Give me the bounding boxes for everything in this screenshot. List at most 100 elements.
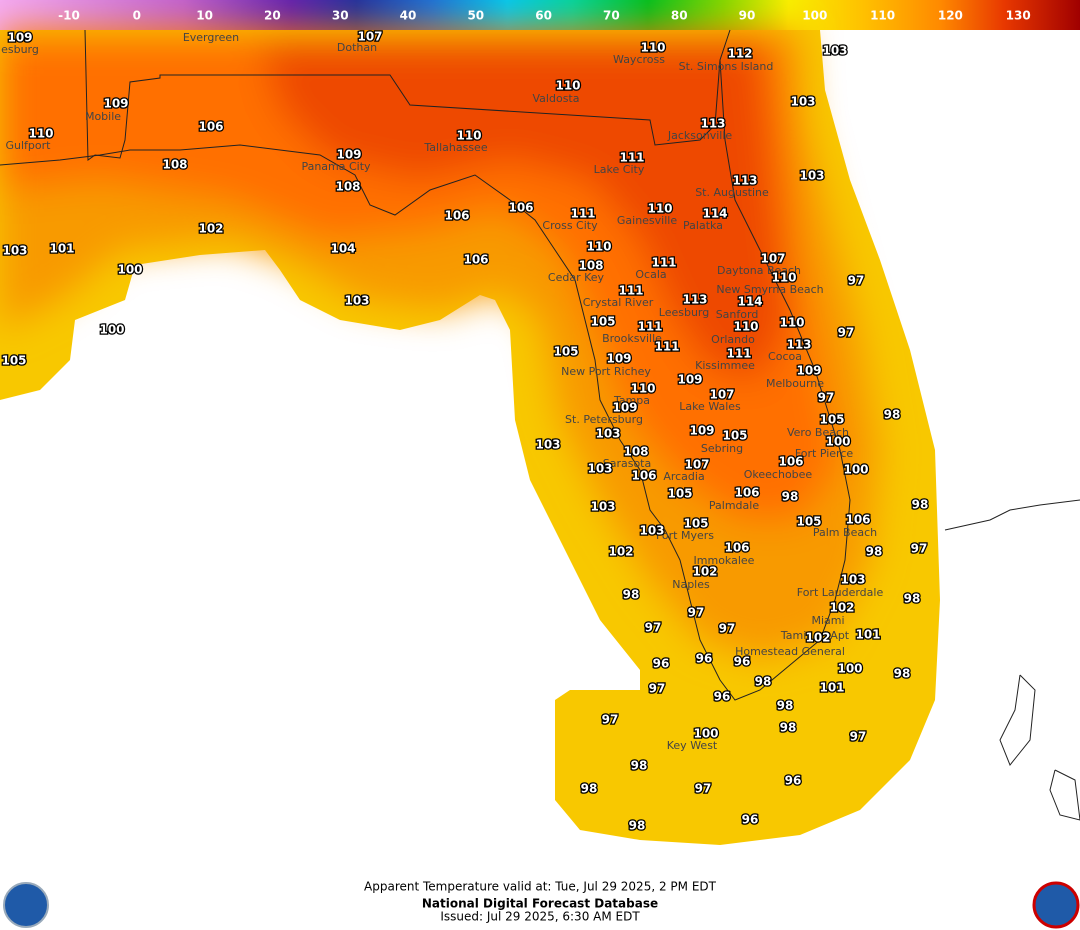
temperature-label: 100	[99, 323, 124, 337]
city-label: Evergreen	[183, 31, 239, 44]
colorbar-label: 100	[802, 9, 827, 23]
city-label: Sebring	[701, 442, 743, 455]
temperature-label: 98	[623, 588, 640, 602]
temperature-label: 100	[825, 435, 850, 449]
city-label: Daytona Beach	[717, 264, 801, 277]
temperature-label: 100	[837, 662, 862, 676]
temperature-label: 102	[829, 601, 854, 615]
temperature-label: 98	[629, 819, 646, 833]
temperature-label: 114	[737, 295, 762, 309]
city-label: Kissimmee	[695, 359, 755, 372]
city-label: Melbourne	[766, 377, 824, 390]
city-label: Okeechobee	[744, 468, 813, 481]
city-label: St. Petersburg	[565, 413, 643, 426]
temperature-label: 103	[344, 294, 369, 308]
temperature-label: 107	[684, 458, 709, 472]
temperature-label: 97	[850, 730, 867, 744]
city-label: Mobile	[85, 110, 121, 123]
city-label: Gainesville	[617, 214, 677, 227]
temperature-label: 114	[702, 207, 727, 221]
temperature-label: 103	[595, 427, 620, 441]
colorbar-label: 130	[1006, 9, 1031, 23]
city-label: Cross City	[542, 219, 598, 232]
city-label: Valdosta	[533, 92, 580, 105]
city-label: esburg	[1, 43, 39, 56]
city-label: Orlando	[711, 333, 755, 346]
temperature-label: 103	[535, 438, 560, 452]
temperature-label: 107	[357, 30, 382, 44]
temperature-label: 109	[689, 424, 714, 438]
city-label: Tamiami Apt	[780, 629, 850, 642]
temperature-label: 96	[653, 657, 670, 671]
temperature-label: 111	[619, 151, 644, 165]
temperature-label: 108	[623, 445, 648, 459]
city-label: Cocoa	[768, 350, 802, 363]
temperature-label: 106	[444, 209, 469, 223]
temperature-label: 97	[818, 391, 835, 405]
temperature-label: 111	[726, 347, 751, 361]
temperature-label: 96	[696, 652, 713, 666]
temperature-label: 98	[780, 721, 797, 735]
city-label: Homestead General	[735, 645, 845, 658]
temperature-label: 105	[819, 413, 844, 427]
colorbar-label: 70	[603, 9, 620, 23]
temperature-label: 105	[1, 354, 26, 368]
temperature-label: 97	[695, 782, 712, 796]
temperature-label: 96	[742, 813, 759, 827]
footer-valid: Apparent Temperature valid at: Tue, Jul …	[364, 880, 717, 894]
temperature-label: 110	[771, 271, 796, 285]
colorbar-label: 20	[264, 9, 281, 23]
city-label: Naples	[672, 578, 710, 591]
city-label: Palm Beach	[813, 526, 877, 539]
temperature-label: 105	[667, 487, 692, 501]
temperature-label: 109	[606, 352, 631, 366]
colorbar-label: 10	[196, 9, 213, 23]
city-label: St. Simons Island	[679, 60, 774, 73]
temperature-label: 106	[463, 253, 488, 267]
temperature-label: 110	[779, 316, 804, 330]
temperature-label: 97	[645, 621, 662, 635]
temperature-label: 108	[578, 259, 603, 273]
temperature-label: 110	[555, 79, 580, 93]
temperature-label: 98	[912, 498, 929, 512]
city-label: Brooksville	[602, 332, 662, 345]
temperature-label: 108	[162, 158, 187, 172]
temperature-label: 113	[682, 293, 707, 307]
city-label: Fort Myers	[656, 529, 714, 542]
city-label: Jacksonville	[667, 129, 733, 142]
temperature-label: 97	[688, 606, 705, 620]
colorbar-label: 60	[535, 9, 552, 23]
temperature-label: 96	[734, 655, 751, 669]
colorbar-label: 30	[332, 9, 349, 23]
temperature-label: 109	[336, 148, 361, 162]
temperature-label: 97	[848, 274, 865, 288]
temperature-label: 101	[855, 628, 880, 642]
temperature-label: 100	[693, 727, 718, 741]
colorbar-label: 80	[671, 9, 688, 23]
temperature-label: 105	[796, 515, 821, 529]
temperature-label: 110	[647, 202, 672, 216]
city-label: Fort Pierce	[795, 447, 854, 460]
heat-field	[0, 30, 940, 845]
temperature-label: 110	[586, 240, 611, 254]
temperature-label: 106	[724, 541, 749, 555]
temperature-label: 104	[330, 242, 355, 256]
temperature-label: 96	[785, 774, 802, 788]
footer-source: National Digital Forecast Database	[422, 897, 658, 911]
city-label: Lake Wales	[679, 400, 741, 413]
temperature-label: 110	[733, 320, 758, 334]
temperature-label: 109	[796, 364, 821, 378]
temperature-label: 106	[631, 469, 656, 483]
temperature-label: 98	[777, 699, 794, 713]
temperature-label: 98	[866, 545, 883, 559]
city-label: Gulfport	[6, 139, 52, 152]
temperature-label: 98	[755, 675, 772, 689]
temperature-label: 103	[587, 462, 612, 476]
temperature-label: 102	[692, 565, 717, 579]
temperature-label: 98	[884, 408, 901, 422]
temperature-label: 105	[683, 517, 708, 531]
city-label: Panama City	[301, 160, 371, 173]
temperature-label: 108	[335, 180, 360, 194]
city-label: Tallahassee	[423, 141, 487, 154]
